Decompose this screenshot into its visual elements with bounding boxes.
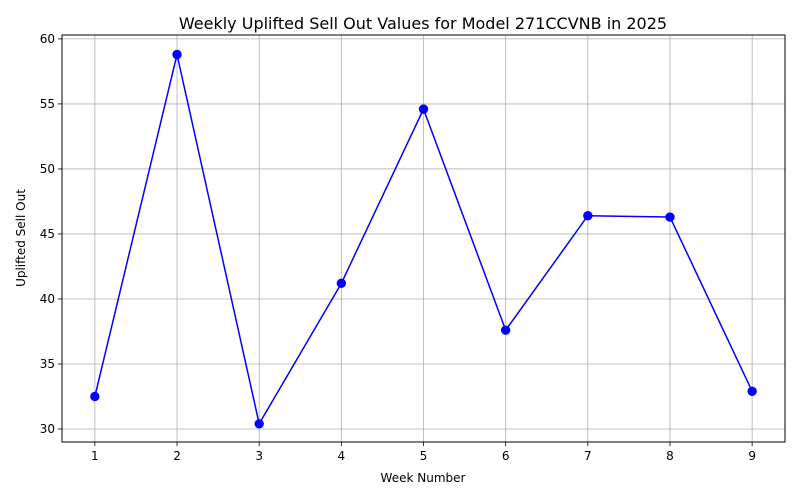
series-layer: [90, 49, 757, 429]
data-point: [418, 104, 429, 114]
data-point: [336, 278, 347, 289]
y-axis-label: Uplifted Sell Out: [14, 189, 28, 287]
y-tick-label: 30: [40, 422, 55, 436]
data-point: [665, 212, 675, 222]
grid-lines: [62, 35, 785, 442]
y-axis-ticks: 30 35 40 45 50 55 60: [40, 32, 62, 436]
y-tick-label: 55: [40, 97, 55, 111]
x-tick-label: 1: [91, 449, 99, 463]
x-tick-label: 5: [420, 449, 428, 463]
x-axis-label: Week Number: [381, 471, 466, 485]
x-tick-label: 8: [666, 449, 674, 463]
x-tick-label: 3: [255, 449, 263, 463]
data-point: [747, 386, 757, 396]
x-tick-label: 2: [173, 449, 181, 463]
y-tick-label: 50: [40, 162, 55, 176]
y-tick-label: 40: [40, 292, 55, 306]
y-tick-label: 45: [40, 227, 55, 241]
data-point: [583, 211, 593, 221]
x-tick-label: 9: [748, 449, 756, 463]
data-point: [172, 49, 182, 60]
data-point: [500, 325, 511, 335]
chart-title: Weekly Uplifted Sell Out Values for Mode…: [179, 14, 667, 33]
x-axis-ticks: 1 2 3 4 5 6 7 8 9: [91, 442, 756, 463]
y-tick-label: 35: [40, 357, 55, 371]
y-tick-label: 60: [40, 32, 55, 46]
data-point: [254, 419, 264, 429]
x-tick-label: 6: [502, 449, 510, 463]
x-tick-label: 7: [584, 449, 592, 463]
data-point: [90, 391, 100, 402]
x-tick-label: 4: [338, 449, 346, 463]
